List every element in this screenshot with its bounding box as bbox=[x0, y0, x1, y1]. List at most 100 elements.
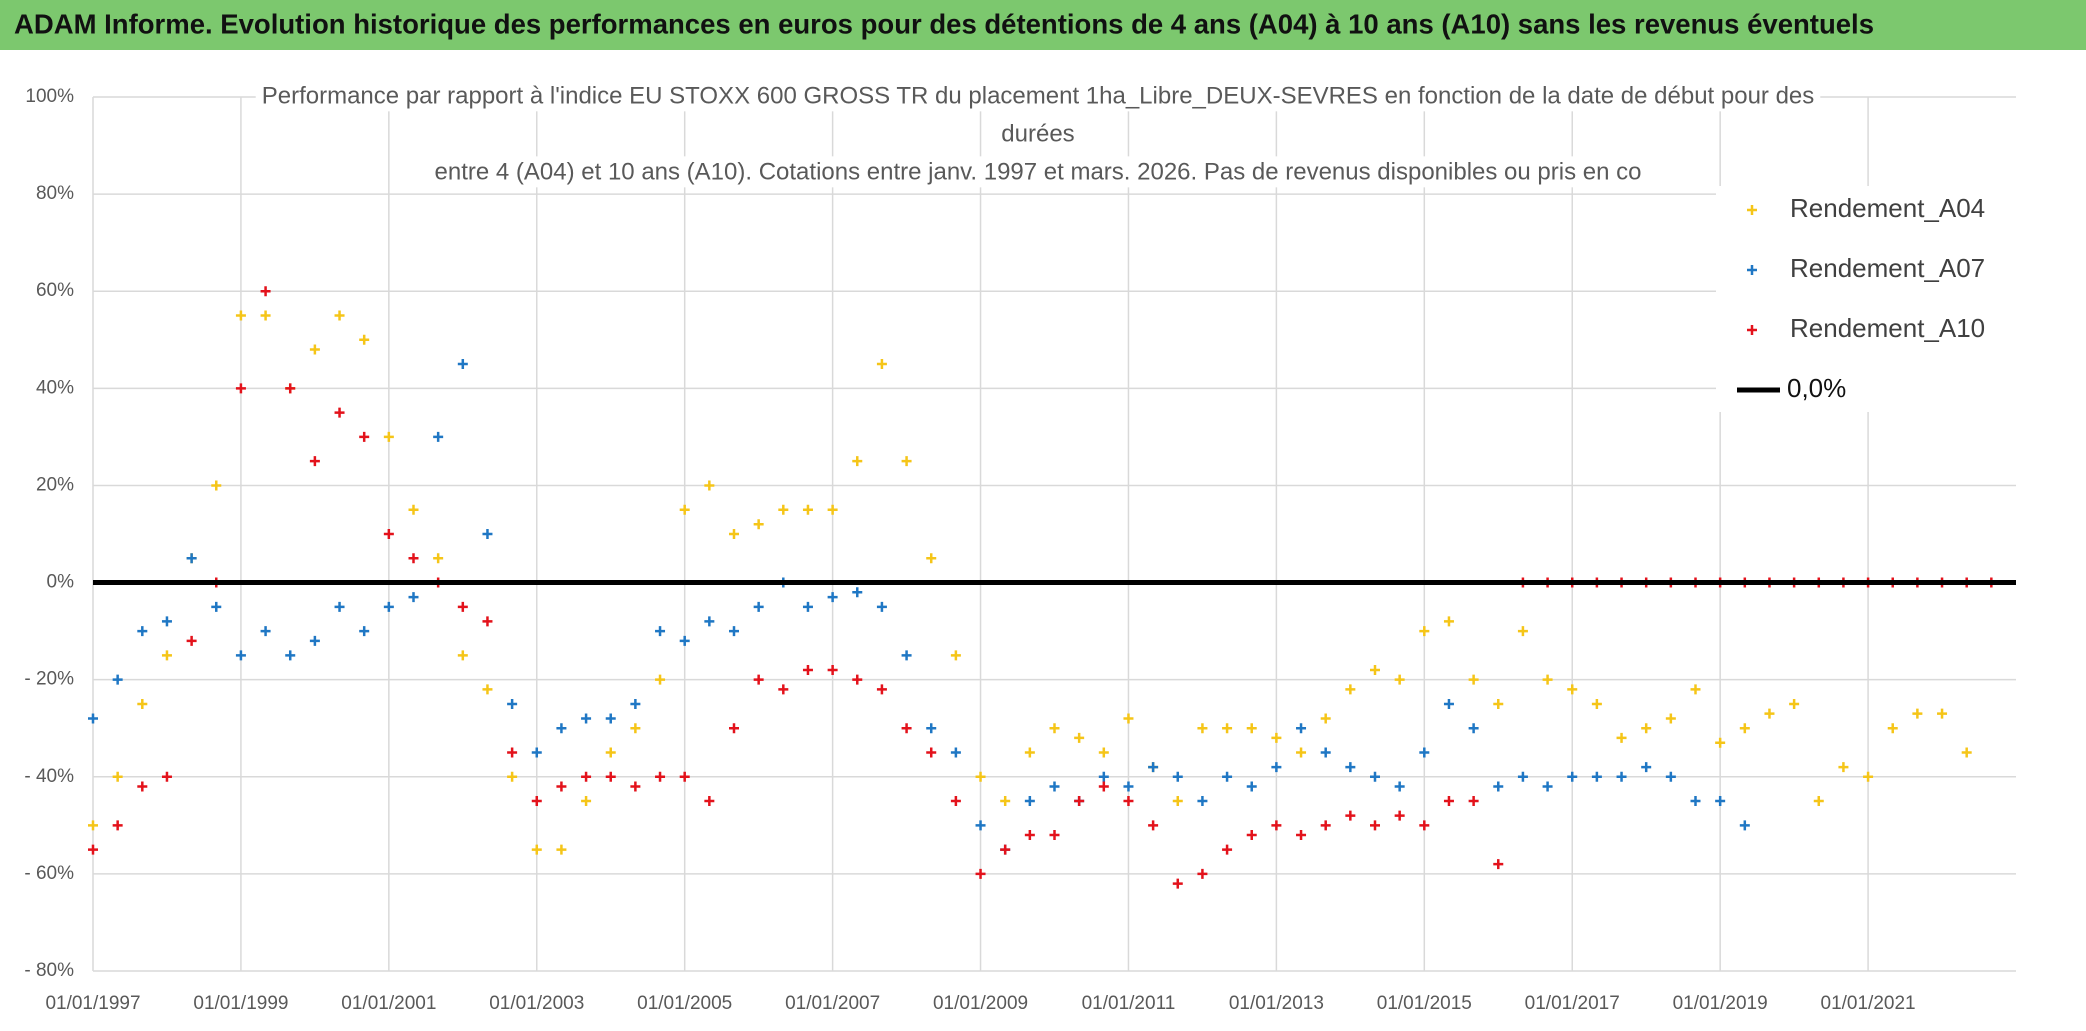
data-point bbox=[1024, 830, 1035, 841]
x-tick-label: 01/01/2017 bbox=[1525, 993, 1620, 1014]
x-tick-label: 01/01/2001 bbox=[341, 993, 436, 1014]
data-point bbox=[1172, 878, 1183, 889]
data-point bbox=[1764, 708, 1775, 719]
data-point bbox=[926, 747, 937, 758]
data-point bbox=[901, 456, 912, 467]
data-point bbox=[827, 504, 838, 515]
data-point bbox=[137, 781, 148, 792]
data-point bbox=[1074, 732, 1085, 743]
data-point bbox=[1320, 713, 1331, 724]
data-point bbox=[1419, 820, 1430, 831]
data-point bbox=[605, 747, 616, 758]
data-point bbox=[1123, 796, 1134, 807]
data-point bbox=[309, 344, 320, 355]
data-point bbox=[112, 674, 123, 685]
data-point bbox=[655, 674, 666, 685]
data-point bbox=[556, 844, 567, 855]
y-tick-label: - 80% bbox=[24, 960, 74, 981]
data-point bbox=[975, 868, 986, 879]
data-point bbox=[1493, 859, 1504, 870]
data-point bbox=[1024, 796, 1035, 807]
data-point bbox=[1098, 771, 1109, 782]
data-point bbox=[729, 626, 739, 637]
data-point bbox=[1197, 723, 1208, 734]
data-point bbox=[482, 616, 493, 627]
data-point bbox=[359, 626, 370, 637]
data-point bbox=[1345, 684, 1356, 695]
data-point bbox=[1739, 820, 1750, 831]
data-point bbox=[1715, 796, 1726, 807]
data-point bbox=[1517, 771, 1528, 782]
data-point bbox=[1542, 781, 1553, 792]
y-tick-label: - 40% bbox=[24, 766, 74, 787]
data-point bbox=[1739, 723, 1750, 734]
data-point bbox=[827, 592, 838, 603]
data-point bbox=[778, 504, 789, 515]
data-point bbox=[1468, 796, 1479, 807]
data-point bbox=[531, 747, 542, 758]
x-tick-label: 01/01/1999 bbox=[193, 993, 288, 1014]
x-tick-label: 01/01/2007 bbox=[785, 993, 880, 1014]
y-tick-label: - 60% bbox=[24, 863, 74, 884]
chart-subtitle: durées bbox=[1001, 120, 1074, 147]
data-point bbox=[1591, 771, 1602, 782]
data-point bbox=[1641, 762, 1652, 773]
data-point bbox=[1912, 708, 1923, 719]
data-point bbox=[729, 529, 739, 539]
data-point bbox=[876, 359, 887, 370]
data-point bbox=[161, 616, 172, 627]
legend-marker bbox=[1747, 265, 1757, 275]
data-point bbox=[1542, 674, 1553, 685]
data-point bbox=[852, 456, 863, 467]
data-point bbox=[1789, 698, 1800, 709]
data-point bbox=[260, 310, 271, 321]
data-point bbox=[1887, 723, 1898, 734]
data-point bbox=[433, 431, 444, 442]
data-point bbox=[260, 286, 271, 297]
data-point bbox=[457, 359, 468, 370]
data-point bbox=[1493, 781, 1504, 792]
y-tick-label: 60% bbox=[36, 280, 74, 301]
data-point bbox=[408, 592, 419, 603]
data-point bbox=[802, 664, 813, 675]
data-point bbox=[1715, 737, 1726, 748]
data-point bbox=[802, 601, 813, 612]
data-point bbox=[334, 407, 345, 418]
data-point bbox=[408, 504, 419, 515]
data-point bbox=[531, 796, 542, 807]
y-tick-label: 20% bbox=[36, 474, 74, 495]
y-tick-label: - 20% bbox=[24, 669, 74, 690]
data-point bbox=[581, 713, 592, 724]
data-point bbox=[975, 820, 986, 831]
data-point bbox=[1222, 771, 1233, 782]
data-point bbox=[260, 626, 271, 637]
data-point bbox=[753, 519, 764, 530]
data-point bbox=[1493, 698, 1504, 709]
data-point bbox=[876, 684, 887, 695]
data-point bbox=[359, 431, 370, 442]
data-point bbox=[1961, 747, 1972, 758]
data-point bbox=[1443, 698, 1454, 709]
chart-subtitle: Performance par rapport à l'indice EU ST… bbox=[262, 82, 1815, 109]
data-point bbox=[729, 723, 739, 734]
x-tick-label: 01/01/1997 bbox=[45, 993, 140, 1014]
data-point bbox=[383, 601, 394, 612]
data-point bbox=[1148, 762, 1159, 773]
data-point bbox=[1567, 684, 1578, 695]
data-point bbox=[1345, 810, 1356, 821]
data-point bbox=[112, 820, 123, 831]
data-point bbox=[1049, 723, 1060, 734]
header-bar bbox=[0, 0, 2086, 50]
data-point bbox=[1591, 698, 1602, 709]
data-point bbox=[605, 713, 616, 724]
data-point bbox=[1665, 713, 1676, 724]
legend-marker bbox=[1747, 325, 1757, 335]
data-point bbox=[1049, 781, 1060, 792]
data-point bbox=[1296, 723, 1307, 734]
y-tick-label: 80% bbox=[36, 183, 74, 204]
subtitle-background bbox=[995, 118, 1081, 150]
data-point bbox=[235, 650, 246, 661]
data-point bbox=[1049, 830, 1060, 841]
data-point bbox=[1320, 747, 1331, 758]
